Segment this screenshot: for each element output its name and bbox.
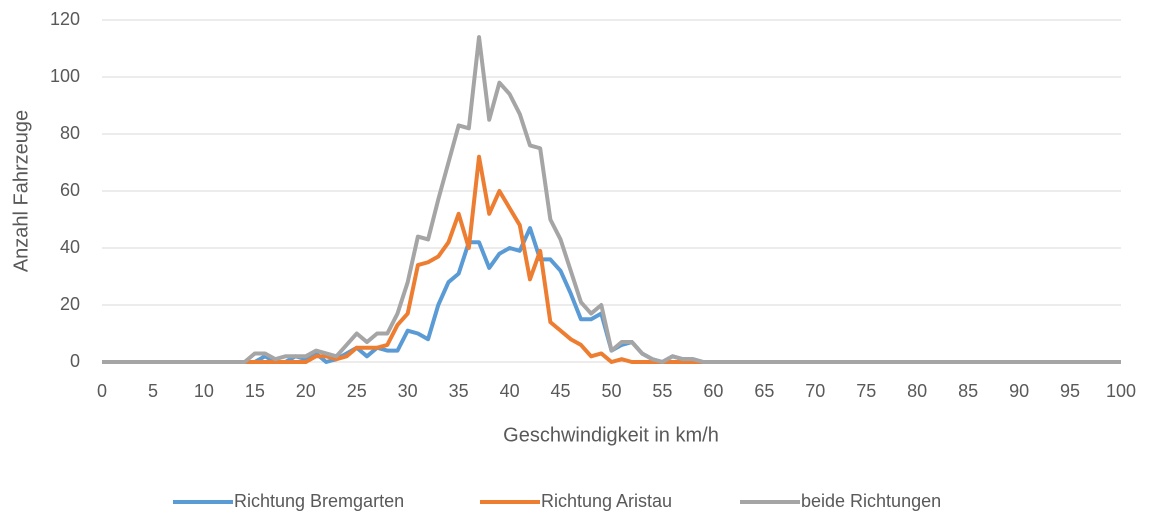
x-tick-label: 95 [1060, 381, 1080, 401]
y-tick-label: 0 [70, 351, 80, 371]
x-tick-label: 15 [245, 381, 265, 401]
x-axis-title: Geschwindigkeit in km/h [503, 424, 719, 446]
x-tick-label: 20 [296, 381, 316, 401]
x-tick-label: 40 [500, 381, 520, 401]
x-tick-label: 65 [754, 381, 774, 401]
x-tick-label: 75 [856, 381, 876, 401]
y-tick-label: 100 [50, 66, 80, 86]
y-tick-label: 60 [60, 180, 80, 200]
x-tick-label: 90 [1009, 381, 1029, 401]
x-tick-label: 30 [398, 381, 418, 401]
x-tick-label: 85 [958, 381, 978, 401]
y-axis-title: Anzahl Fahrzeuge [10, 110, 32, 272]
x-tick-label: 45 [551, 381, 571, 401]
x-tick-label: 5 [148, 381, 158, 401]
x-tick-label: 55 [652, 381, 672, 401]
y-tick-label: 80 [60, 123, 80, 143]
x-tick-label: 60 [703, 381, 723, 401]
legend-label: Richtung Bremgarten [234, 491, 404, 511]
x-tick-label: 35 [449, 381, 469, 401]
x-tick-label: 10 [194, 381, 214, 401]
x-tick-label: 0 [97, 381, 107, 401]
legend-label: beide Richtungen [801, 491, 941, 511]
y-tick-label: 120 [50, 9, 80, 29]
series-line [102, 154, 1121, 364]
series-line [102, 35, 1121, 364]
y-tick-label: 20 [60, 294, 80, 314]
legend-label: Richtung Aristau [541, 491, 672, 511]
x-tick-label: 25 [347, 381, 367, 401]
y-tick-label: 40 [60, 237, 80, 257]
x-tick-label: 70 [805, 381, 825, 401]
x-tick-label: 80 [907, 381, 927, 401]
x-tick-label: 100 [1106, 381, 1136, 401]
x-tick-label: 50 [601, 381, 621, 401]
